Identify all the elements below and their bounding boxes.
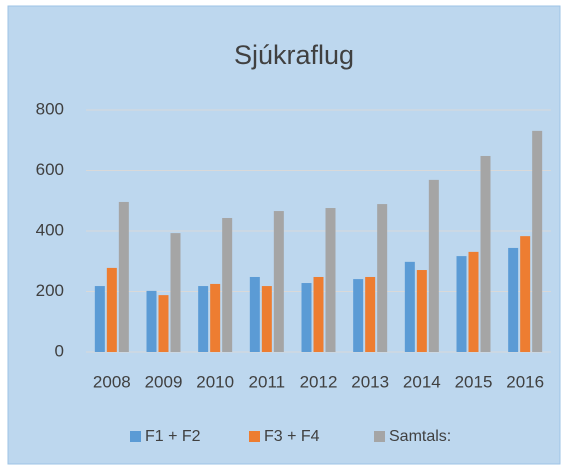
x-tick-label: 2014 bbox=[403, 372, 441, 391]
bar bbox=[520, 236, 531, 352]
chart-title: Sjúkraflug bbox=[234, 40, 354, 70]
legend-label: F3 + F4 bbox=[264, 428, 320, 445]
x-tick-label: 2011 bbox=[249, 372, 286, 391]
bar bbox=[94, 286, 105, 352]
bar bbox=[313, 276, 324, 352]
bar bbox=[508, 247, 519, 352]
bar bbox=[325, 208, 336, 352]
bar bbox=[273, 211, 284, 352]
x-tick-label: 2012 bbox=[300, 372, 338, 391]
y-tick-label: 200 bbox=[36, 281, 64, 300]
y-tick-label: 800 bbox=[36, 99, 64, 118]
legend-swatch bbox=[249, 431, 260, 442]
x-tick-label: 2016 bbox=[506, 372, 544, 391]
x-tick-label: 2010 bbox=[196, 372, 234, 391]
x-tick-label: 2008 bbox=[93, 372, 131, 391]
y-tick-label: 400 bbox=[36, 220, 64, 239]
y-tick-label: 0 bbox=[55, 341, 64, 360]
bar bbox=[480, 155, 491, 352]
x-tick-label: 2015 bbox=[455, 372, 493, 391]
bar bbox=[222, 217, 233, 352]
x-tick-label: 2009 bbox=[145, 372, 183, 391]
bar bbox=[532, 130, 543, 352]
bar bbox=[118, 201, 129, 352]
bar bbox=[198, 286, 209, 352]
bar bbox=[146, 290, 157, 352]
legend-swatch bbox=[130, 431, 141, 442]
bar bbox=[170, 233, 181, 352]
x-tick-label: 2013 bbox=[351, 372, 389, 391]
bar bbox=[301, 283, 312, 352]
bar bbox=[249, 276, 260, 352]
bar bbox=[261, 286, 272, 352]
bar bbox=[158, 295, 169, 352]
bar bbox=[377, 204, 388, 352]
chart-background bbox=[7, 5, 561, 465]
bar bbox=[106, 267, 117, 352]
bar bbox=[353, 279, 364, 352]
bar bbox=[365, 276, 376, 352]
bar bbox=[456, 256, 467, 352]
bar bbox=[404, 261, 415, 352]
y-tick-label: 600 bbox=[36, 160, 64, 179]
bar bbox=[210, 283, 221, 352]
bar bbox=[468, 251, 479, 352]
bar bbox=[428, 179, 439, 352]
legend-label: F1 + F2 bbox=[145, 428, 201, 445]
bar bbox=[416, 270, 427, 352]
legend-label: Samtals: bbox=[389, 428, 451, 445]
legend-swatch bbox=[374, 431, 385, 442]
